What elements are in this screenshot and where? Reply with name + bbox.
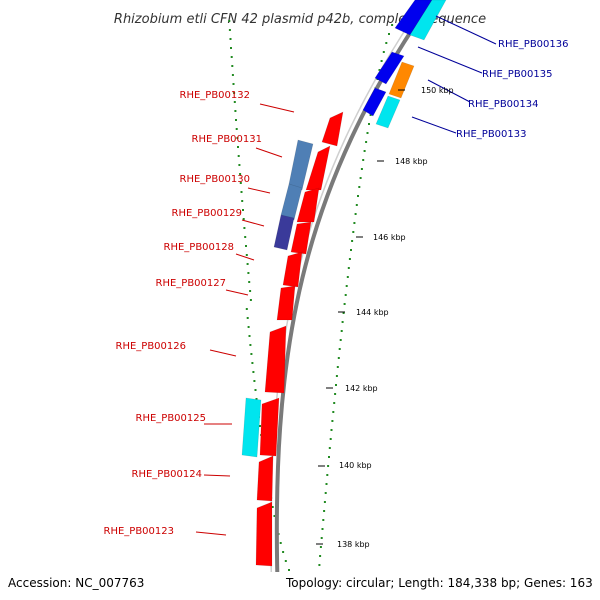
scale-ticks: 150 kbp 148 kbp 146 kbp 144 kbp 142 kbp 140 k… xyxy=(316,86,454,549)
gene-label-rhe_pb00136: RHE_PB00136 xyxy=(498,39,569,50)
plasmid-backbone xyxy=(270,0,434,600)
cds-rhe-pb00130 xyxy=(296,187,320,223)
footer-bar xyxy=(0,572,600,600)
cds-rhe-pb00123 xyxy=(255,501,273,567)
map-title: Rhizobium etli CFN 42 plasmid p42b, comp… xyxy=(114,12,486,27)
gene-label-rhe_pb00133: RHE_PB00133 xyxy=(456,129,527,140)
cds-purple xyxy=(273,214,295,251)
tick-label: 138 kbp xyxy=(337,540,370,549)
gene-label-rhe_pb00132: RHE_PB00132 xyxy=(180,90,251,101)
gene-label-rhe_pb00123: RHE_PB00123 xyxy=(104,526,175,537)
gene-label-rhe_pb00134: RHE_PB00134 xyxy=(468,99,539,110)
cds-rhe-pb00126 xyxy=(264,325,287,394)
gene-label-rhe_pb00124: RHE_PB00124 xyxy=(132,469,203,480)
tick-label: 146 kbp xyxy=(373,233,406,242)
tick-label: 142 kbp xyxy=(345,384,378,393)
gene-label-rhe_pb00129: RHE_PB00129 xyxy=(172,208,243,219)
cds-rhe-pb00134 xyxy=(362,87,387,117)
cds-rhe-pb00135 xyxy=(388,61,415,99)
tick-label: 150 kbp xyxy=(421,86,454,95)
gene-label-leaders xyxy=(195,15,497,536)
gene-label-rhe_pb00127: RHE_PB00127 xyxy=(156,278,227,289)
tick-label: 148 kbp xyxy=(395,157,428,166)
gene-label-rhe_pb00131: RHE_PB00131 xyxy=(192,134,263,145)
cds-rhe-pb00132 xyxy=(321,111,344,147)
gene-label-rhe_pb00125: RHE_PB00125 xyxy=(136,413,207,424)
cds-rhe-pb00124 xyxy=(256,455,274,502)
topology-summary: Topology: circular; Length: 184,338 bp; … xyxy=(285,576,593,590)
gene-label-rhe_pb00135: RHE_PB00135 xyxy=(482,69,553,80)
cds-rhe-pb00136 xyxy=(394,0,433,36)
accession-text: Accession: NC_007763 xyxy=(8,576,144,590)
cds-rhe-pb00125 xyxy=(259,397,280,457)
left-gene-labels: RHE_PB00132 RHE_PB00131 RHE_PB00130 RHE_PB0… xyxy=(104,90,263,537)
cds-rhe-pb00135-a xyxy=(374,51,405,85)
cds-cyan-left xyxy=(241,397,262,458)
tick-label: 140 kbp xyxy=(339,461,372,470)
cds-rhe-pb00127 xyxy=(276,285,296,321)
cds-rhe-pb00136-b xyxy=(409,0,447,41)
gene-label-rhe_pb00128: RHE_PB00128 xyxy=(164,242,235,253)
gene-label-rhe_pb00126: RHE_PB00126 xyxy=(116,341,187,352)
gene-label-rhe_pb00130: RHE_PB00130 xyxy=(180,174,251,185)
cds-rhe-pb00128 xyxy=(282,251,303,288)
right-gene-labels: RHE_PB00136 RHE_PB00135 RHE_PB00134 RHE_PB0… xyxy=(456,39,569,140)
tick-label: 144 kbp xyxy=(356,308,389,317)
gene-features xyxy=(241,0,447,600)
cds-rhe-pb00133 xyxy=(375,95,401,129)
gc-content-track xyxy=(228,20,394,584)
